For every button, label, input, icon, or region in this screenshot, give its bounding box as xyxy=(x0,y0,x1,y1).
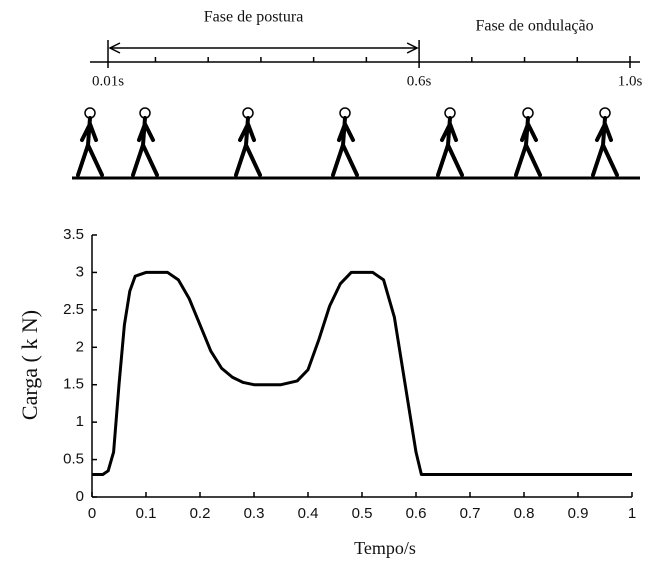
x-tick-label: 1 xyxy=(628,505,636,522)
y-tick-label: 2.5 xyxy=(63,301,84,318)
timeline-tick-label: 1.0s xyxy=(618,73,643,89)
x-tick-label: 0.7 xyxy=(460,505,481,522)
phase-label: Fase de postura xyxy=(204,9,304,26)
x-tick-label: 0 xyxy=(88,505,96,522)
walker-body xyxy=(514,116,542,177)
timeline-tick-label: 0.01s xyxy=(92,73,124,89)
x-axis-label: Tempo/s xyxy=(354,538,416,558)
y-tick-label: 0.5 xyxy=(63,451,84,468)
timeline-tick-label: 0.6s xyxy=(407,73,432,89)
walker-body xyxy=(331,116,359,177)
y-axis-label: Carga ( k N) xyxy=(17,310,42,420)
x-tick-label: 0.6 xyxy=(406,505,427,522)
walker-body xyxy=(131,116,159,177)
x-tick-label: 0.8 xyxy=(514,505,535,522)
y-tick-label: 1.5 xyxy=(63,376,84,393)
y-tick-label: 0 xyxy=(76,488,84,505)
walker-body xyxy=(436,116,464,177)
walker-body xyxy=(591,116,619,177)
y-tick-label: 3.5 xyxy=(63,226,84,243)
arrow-head xyxy=(108,42,419,54)
x-tick-label: 0.5 xyxy=(352,505,373,522)
phase-label: Fase de ondulação xyxy=(475,18,593,35)
x-tick-label: 0.2 xyxy=(190,505,211,522)
x-tick-label: 0.3 xyxy=(244,505,265,522)
walker-body xyxy=(234,116,262,177)
x-tick-label: 0.1 xyxy=(136,505,157,522)
y-tick-label: 1 xyxy=(76,413,84,430)
x-tick-label: 0.9 xyxy=(568,505,589,522)
y-tick-label: 3 xyxy=(76,263,84,280)
y-tick-label: 2 xyxy=(76,338,84,355)
x-tick-label: 0.4 xyxy=(298,505,319,522)
line-series xyxy=(92,270,632,477)
walker-body xyxy=(76,116,104,177)
